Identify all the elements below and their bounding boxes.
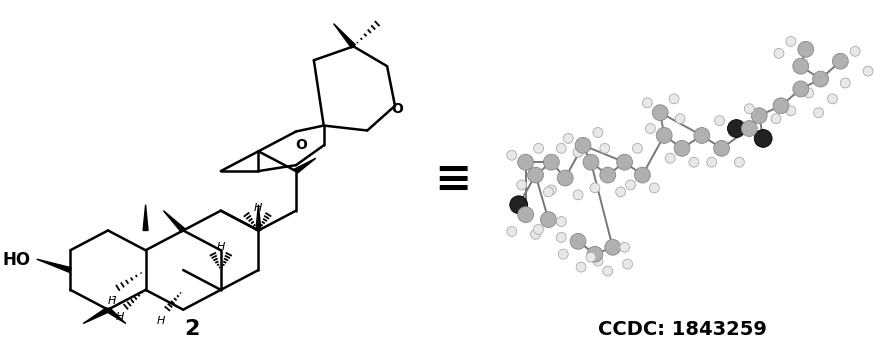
Circle shape (642, 98, 653, 108)
Circle shape (689, 157, 699, 167)
Circle shape (557, 170, 573, 186)
Circle shape (534, 224, 543, 234)
Circle shape (804, 88, 814, 98)
Circle shape (543, 187, 553, 197)
Circle shape (773, 98, 789, 114)
Circle shape (714, 140, 730, 156)
Circle shape (786, 37, 796, 47)
Circle shape (605, 240, 620, 255)
Circle shape (517, 180, 527, 190)
Circle shape (583, 154, 598, 170)
Circle shape (813, 71, 829, 87)
Circle shape (556, 143, 566, 153)
Circle shape (570, 233, 586, 249)
Circle shape (620, 242, 629, 252)
Circle shape (676, 114, 685, 124)
Circle shape (573, 147, 583, 157)
Circle shape (694, 127, 710, 143)
Polygon shape (144, 205, 148, 231)
Text: H: H (157, 315, 164, 325)
Circle shape (798, 42, 814, 57)
Circle shape (556, 217, 566, 227)
Circle shape (634, 167, 650, 183)
Circle shape (587, 246, 603, 262)
Text: H: H (253, 203, 262, 213)
Polygon shape (295, 158, 316, 173)
Circle shape (546, 185, 556, 195)
Polygon shape (37, 259, 71, 272)
Circle shape (832, 53, 848, 69)
Circle shape (665, 153, 676, 163)
Circle shape (510, 196, 528, 214)
Circle shape (633, 143, 642, 153)
Circle shape (840, 78, 850, 88)
Circle shape (752, 108, 767, 124)
Circle shape (558, 249, 568, 259)
Circle shape (754, 130, 772, 147)
Circle shape (528, 167, 543, 183)
Circle shape (653, 105, 668, 121)
Circle shape (727, 120, 746, 137)
Circle shape (593, 127, 603, 137)
Circle shape (518, 207, 534, 223)
Circle shape (745, 104, 754, 114)
Circle shape (793, 81, 808, 97)
Circle shape (541, 212, 556, 227)
Circle shape (674, 140, 690, 156)
Circle shape (626, 180, 635, 190)
Circle shape (771, 114, 781, 124)
Circle shape (814, 108, 823, 118)
Text: H̄: H̄ (108, 296, 116, 306)
Circle shape (543, 154, 559, 170)
Polygon shape (107, 308, 126, 324)
Circle shape (774, 48, 784, 58)
Circle shape (530, 229, 541, 240)
Circle shape (741, 121, 757, 136)
Polygon shape (333, 24, 355, 48)
Circle shape (828, 94, 837, 104)
Circle shape (600, 143, 610, 153)
Circle shape (518, 154, 534, 170)
Text: O: O (295, 138, 307, 153)
Polygon shape (255, 205, 261, 231)
Circle shape (556, 232, 566, 242)
Circle shape (793, 58, 808, 74)
Circle shape (715, 116, 724, 126)
Circle shape (603, 266, 612, 276)
Circle shape (617, 154, 633, 170)
Circle shape (707, 157, 717, 167)
Circle shape (590, 183, 600, 193)
Circle shape (573, 190, 583, 200)
Circle shape (564, 134, 573, 143)
Circle shape (863, 66, 873, 76)
Text: ≡: ≡ (434, 158, 471, 200)
Polygon shape (164, 211, 185, 232)
Circle shape (600, 167, 616, 183)
Circle shape (623, 259, 633, 269)
Circle shape (507, 150, 517, 160)
Circle shape (576, 262, 586, 272)
Text: O: O (391, 102, 402, 116)
Text: CCDC: 1843259: CCDC: 1843259 (598, 320, 766, 339)
Circle shape (534, 143, 543, 153)
Text: HO: HO (3, 251, 31, 269)
Circle shape (616, 187, 626, 197)
Text: H: H (116, 311, 124, 321)
Circle shape (575, 137, 591, 153)
Polygon shape (83, 308, 109, 324)
Circle shape (586, 252, 596, 262)
Circle shape (646, 124, 655, 134)
Circle shape (656, 127, 672, 143)
Circle shape (649, 183, 659, 193)
Circle shape (669, 94, 679, 104)
Circle shape (507, 227, 517, 236)
Circle shape (850, 47, 860, 56)
Text: H: H (217, 242, 225, 252)
Text: 2: 2 (185, 319, 200, 339)
Circle shape (593, 256, 603, 266)
Circle shape (734, 157, 745, 167)
Circle shape (786, 106, 796, 116)
